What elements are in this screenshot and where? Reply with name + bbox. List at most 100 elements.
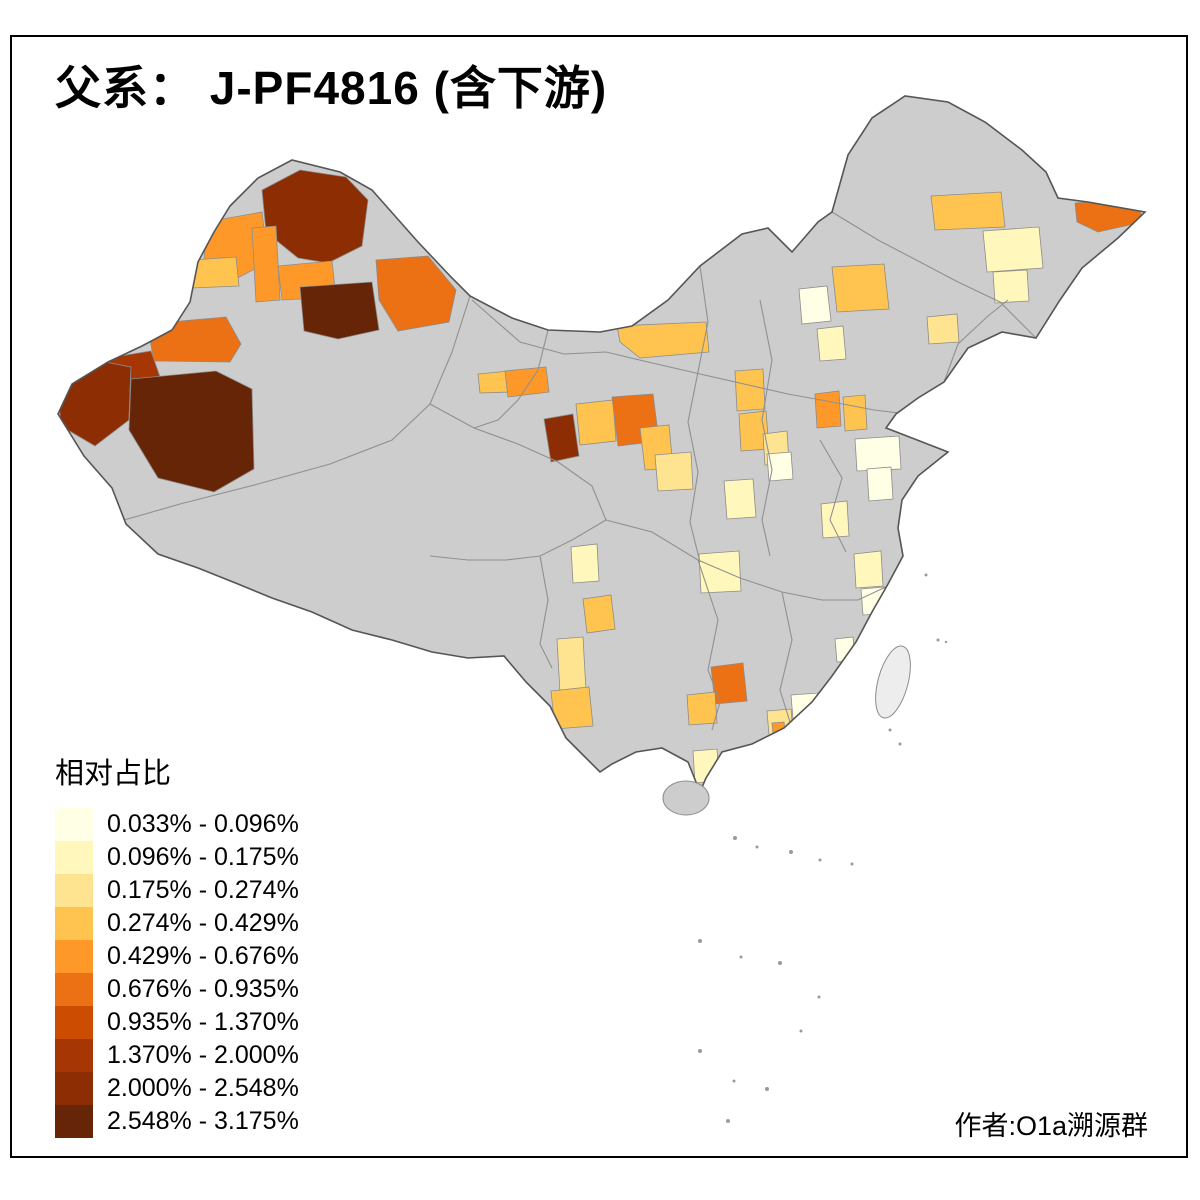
island-dot (698, 1049, 702, 1053)
province-border-line (429, 403, 607, 521)
island-dot (817, 995, 821, 999)
map-region-xiamen (850, 648, 872, 674)
author-credit: 作者:O1a溯源群 (954, 1111, 1148, 1141)
island-dot (765, 1087, 769, 1091)
legend-row: 0.935% - 1.370% (55, 1006, 299, 1039)
legend-row: 0.429% - 0.676% (55, 940, 299, 973)
province-border-line (539, 555, 553, 669)
map-region-beijing-orange (814, 390, 842, 429)
legend-items: 0.033% - 0.096% 0.096% - 0.175% 0.175% - 0… (55, 808, 299, 1138)
map-region-baiyin (575, 399, 617, 446)
legend-row: 1.370% - 2.000% (55, 1039, 299, 1072)
legend-label: 0.935% - 1.370% (107, 1008, 299, 1036)
map-region-yunnan2 (550, 686, 594, 730)
map-region-shanxi1 (734, 368, 766, 412)
province-border-line (605, 519, 889, 601)
province-border-line (473, 329, 549, 429)
map-region-ne-pale2 (992, 269, 1030, 304)
map-region-mianyang (570, 543, 600, 584)
island-dot (732, 1079, 736, 1083)
map-region-jilin-small (926, 313, 960, 345)
legend-swatch (55, 1039, 93, 1072)
island-dot (936, 638, 940, 642)
legend-title: 相对占比 (55, 758, 172, 790)
map-region-turpan-hami (375, 255, 457, 332)
island-dot (698, 939, 702, 943)
map-region-shandong3 (820, 500, 850, 539)
map-region-bole-band (163, 256, 240, 290)
province-border-line (943, 299, 1009, 383)
legend-swatch (55, 874, 93, 907)
map-region-karamay-strip (251, 225, 281, 303)
island-dot (755, 845, 759, 849)
map-region-baotou (831, 263, 890, 313)
province-border-line (429, 519, 607, 561)
map-region-shanxi4-pale (723, 478, 757, 520)
island-dot (818, 858, 822, 862)
legend-row: 0.033% - 0.096% (55, 808, 299, 841)
province-border-line (759, 299, 773, 557)
map-region-hebei-pale1 (798, 285, 832, 325)
island-dot (924, 573, 928, 577)
legend-row: 2.548% - 3.175% (55, 1105, 299, 1138)
legend-swatch (55, 808, 93, 841)
legend-row: 2.000% - 2.548% (55, 1072, 299, 1105)
map-region-alxa-border (616, 321, 710, 359)
map-region-hotan (128, 370, 255, 493)
map-region-jiangsu1 (853, 550, 884, 589)
legend-label: 0.676% - 0.935% (107, 975, 299, 1003)
legend-label: 2.000% - 2.548% (107, 1074, 299, 1102)
island-dot (850, 862, 854, 866)
legend-label: 0.429% - 0.676% (107, 942, 299, 970)
map-region-zhangye (504, 366, 550, 398)
map-region-tianjin-light (842, 394, 868, 432)
map-region-ne-band (930, 191, 1006, 231)
map-region-hebei-pale2 (816, 325, 847, 362)
island-dot (733, 836, 737, 840)
province-border-line (687, 265, 709, 563)
map-region-chengdu (582, 594, 616, 634)
province-border-line (123, 295, 471, 521)
map-region-shaanxi-pale (766, 451, 794, 482)
island-dot (726, 1119, 730, 1123)
legend: 相对占比 0.033% - 0.096% 0.096% - 0.175% 0.175… (55, 750, 299, 1138)
map-region-shandong2 (866, 466, 894, 502)
legend-label: 1.370% - 2.000% (107, 1041, 299, 1069)
map-region-shandong1 (854, 435, 902, 472)
province-border-line (697, 559, 721, 731)
map-region-ili (146, 316, 242, 363)
map-region-xining (654, 451, 694, 492)
province-borders (123, 211, 1037, 731)
hainan-island (662, 780, 710, 816)
map-region-guangxi (686, 691, 718, 726)
legend-swatch (55, 1105, 93, 1138)
island-dot (898, 742, 902, 746)
legend-swatch (55, 841, 93, 874)
map-region-lanzhou (543, 413, 580, 463)
taiwan-island (875, 645, 911, 719)
province-border-line (831, 211, 1037, 339)
map-region-ne-pale1 (982, 226, 1044, 273)
map-region-yunnan1 (556, 636, 587, 694)
legend-label: 2.548% - 3.175% (107, 1107, 299, 1135)
island-dot (888, 728, 892, 732)
legend-swatch (55, 1006, 93, 1039)
mainland-outline (57, 95, 1147, 795)
island-dot (789, 850, 793, 854)
map-region-urumqi (299, 281, 380, 340)
small-islands (698, 573, 948, 1123)
island-dot (799, 1029, 803, 1033)
legend-label: 0.274% - 0.429% (107, 909, 299, 937)
legend-swatch (55, 940, 93, 973)
legend-row: 0.274% - 0.429% (55, 907, 299, 940)
legend-swatch (55, 1072, 93, 1105)
legend-swatch (55, 973, 93, 1006)
legend-row: 0.096% - 0.175% (55, 841, 299, 874)
island-dot (739, 955, 743, 959)
map-region-hubei-pale (698, 550, 742, 594)
island-dot (944, 640, 948, 644)
island-dot (778, 961, 782, 965)
province-border-line (471, 299, 909, 415)
